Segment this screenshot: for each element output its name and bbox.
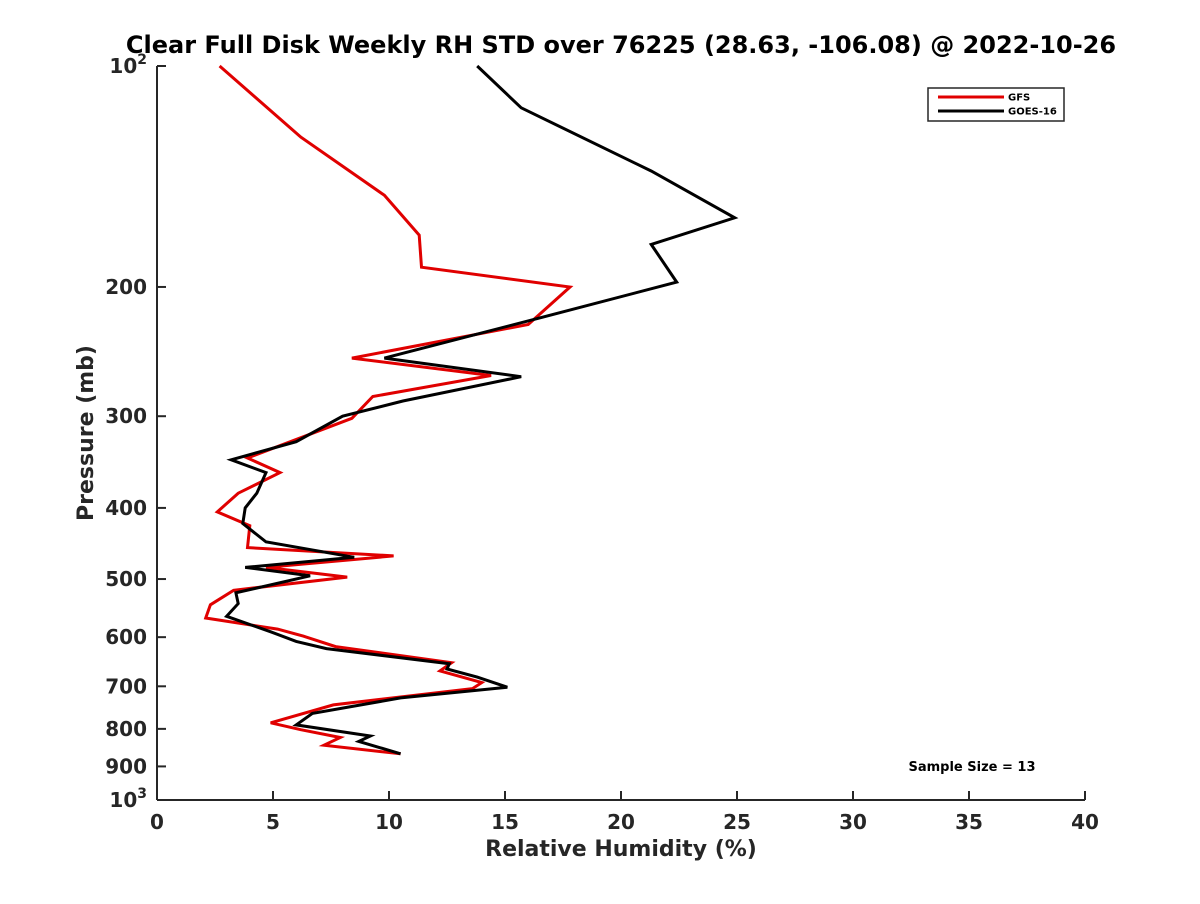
- x-tick-label: 35: [955, 810, 983, 834]
- legend: GFS GOES-16: [927, 87, 1065, 122]
- plot-area: [203, 64, 739, 756]
- y-tick-label: 200: [105, 275, 147, 299]
- x-tick-label: 30: [839, 810, 867, 834]
- y-tick-label: 300: [105, 404, 147, 428]
- sample-size-annotation: Sample Size = 13: [908, 760, 1035, 775]
- x-tick-label: 40: [1071, 810, 1099, 834]
- x-tick-group: 0 5 10 15 20 25 30 35 40: [150, 791, 1099, 834]
- y-tick-label: 500: [105, 567, 147, 591]
- y-tick-label: 103: [109, 786, 147, 812]
- y-tick-label: 102: [109, 52, 147, 78]
- x-tick-label: 15: [491, 810, 519, 834]
- y-tick-label: 700: [105, 674, 147, 698]
- x-tick-label: 5: [266, 810, 280, 834]
- x-tick-label: 10: [375, 810, 403, 834]
- y-axis-title: Pressure (mb): [74, 345, 99, 521]
- y-tick-label: 800: [105, 717, 147, 741]
- x-axis-title: Relative Humidity (%): [485, 837, 757, 862]
- x-tick-label: 25: [723, 810, 751, 834]
- x-tick-label: 20: [607, 810, 635, 834]
- y-tick-group: 102 200 300 400 500 600 700 800 900 103: [105, 52, 166, 812]
- x-tick-label: 0: [150, 810, 164, 834]
- legend-label: GFS: [1008, 93, 1030, 104]
- legend-label: GOES-16: [1008, 107, 1057, 118]
- series-line-gfs: [203, 64, 574, 756]
- y-tick-label: 900: [105, 754, 147, 778]
- y-tick-label: 400: [105, 496, 147, 520]
- chart-title: Clear Full Disk Weekly RH STD over 76225…: [126, 31, 1116, 59]
- y-tick-label: 600: [105, 625, 147, 649]
- legend-box: [927, 87, 1065, 122]
- series-line-goes-16: [223, 64, 739, 756]
- axes: [156, 66, 1085, 801]
